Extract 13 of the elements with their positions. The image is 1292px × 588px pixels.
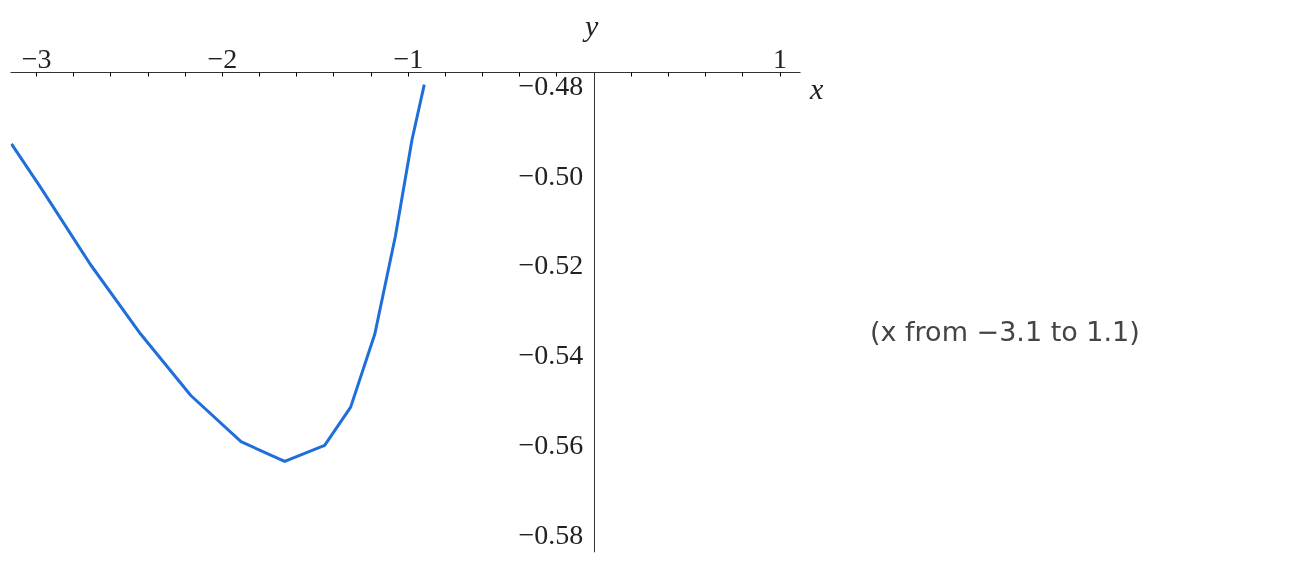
x-tick-label: −1 [393,42,424,74]
y-tick-label: −0.48 [518,69,584,101]
text: (x from −3.1 to 1.1) [870,315,1140,349]
y-tick-label: −0.56 [518,428,584,460]
x-tick-label: 1 [773,42,788,74]
y-tick-label: −0.52 [518,249,584,281]
x-axis-title: x [810,72,824,105]
y-tick-label: −0.58 [518,518,584,550]
y-tick-label: −0.54 [518,339,584,371]
y-tick-label: −0.50 [518,159,584,191]
line-series [10,83,426,463]
x-tick-label: −3 [21,42,52,74]
x-tick-label: −2 [207,42,238,74]
